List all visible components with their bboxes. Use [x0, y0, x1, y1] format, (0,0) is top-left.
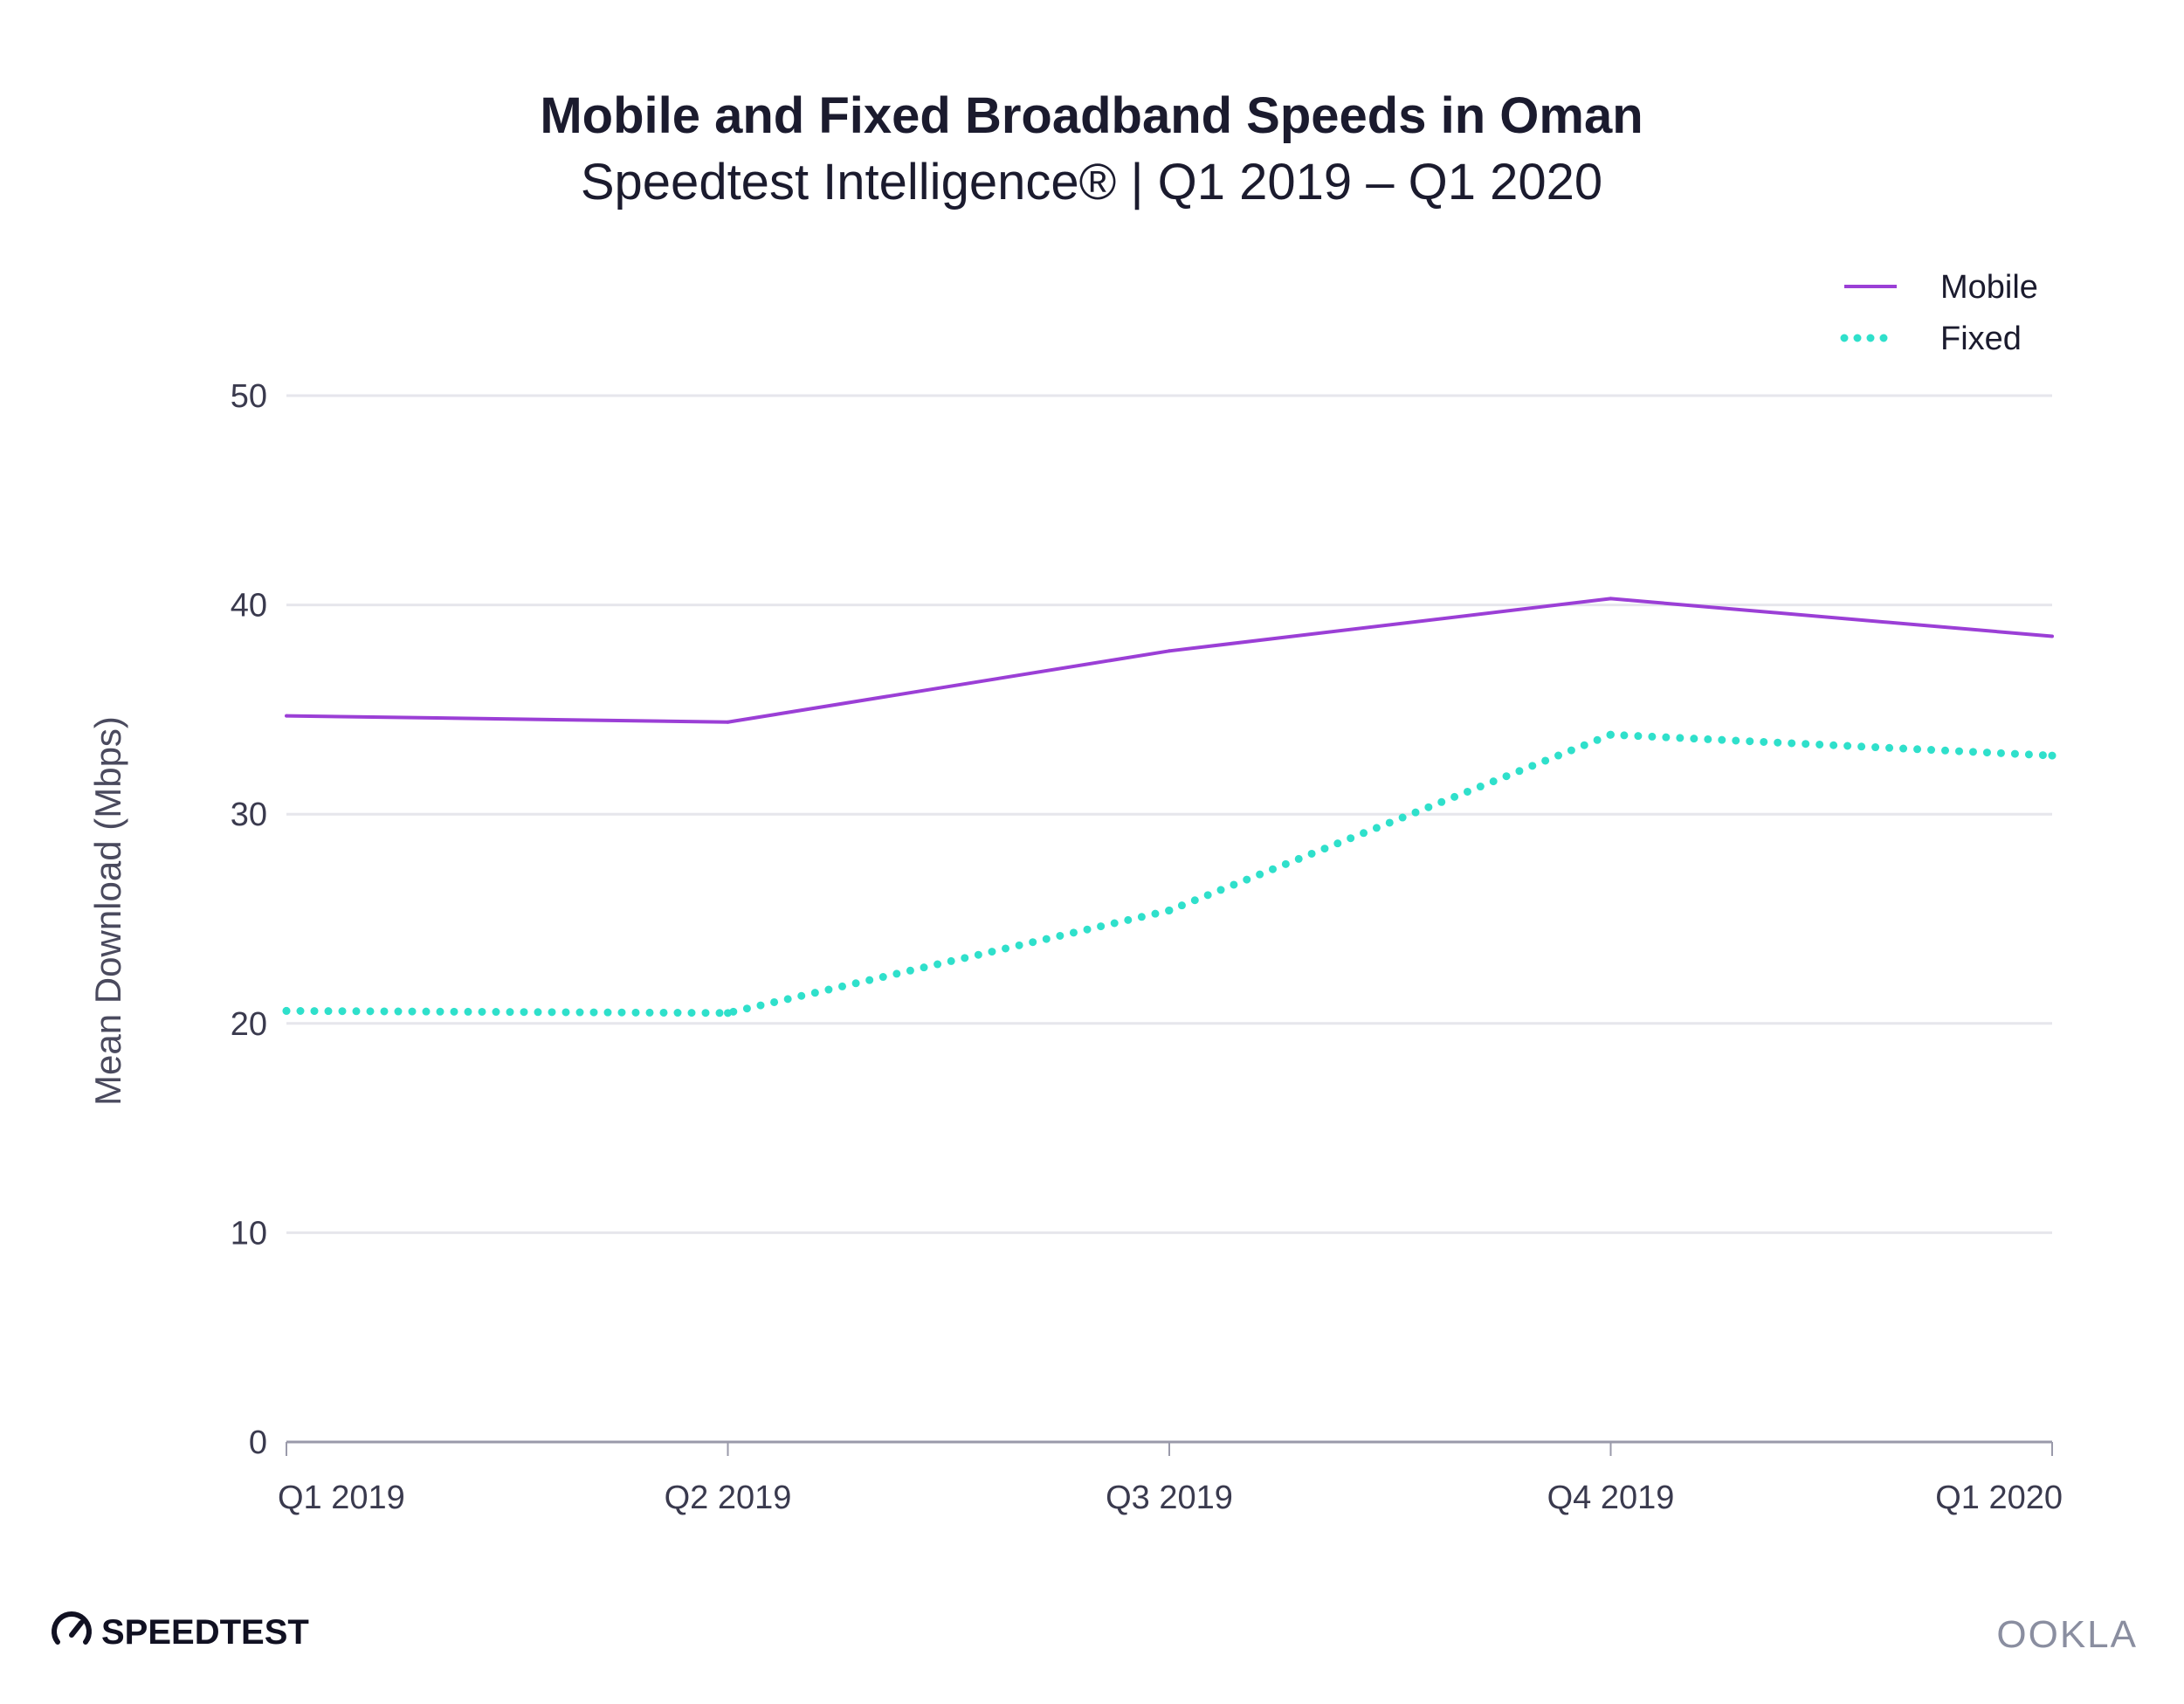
data-point-fixed: [1607, 730, 1615, 739]
legend-mobile-label: Mobile: [1940, 269, 2038, 306]
data-point-mobile: [285, 714, 288, 718]
series-lines: [282, 597, 2057, 1018]
y-tick-label: 20: [231, 1006, 267, 1043]
speedtest-wordmark: SPEEDTEST: [101, 1613, 309, 1652]
y-tick-label: 0: [249, 1425, 267, 1461]
x-tick-label: Q4 2019: [1547, 1480, 1675, 1516]
x-axis-ticks: Q1 2019 Q2 2019 Q3 2019 Q4 2019 Q1 2020: [278, 1442, 2063, 1516]
y-tick-label: 10: [231, 1215, 267, 1252]
x-tick-label: Q2 2019: [665, 1480, 792, 1516]
chart-title: Mobile and Fixed Broadband Speeds in Oma…: [540, 87, 1643, 144]
gridlines: [286, 394, 2052, 1234]
legend-fixed-label: Fixed: [1940, 321, 2022, 357]
y-axis-ticks: 0 10 20 30 40 50: [231, 378, 267, 1461]
y-tick-label: 40: [231, 588, 267, 624]
y-tick-label: 50: [231, 378, 267, 415]
data-point-mobile: [1168, 649, 1171, 653]
series-line-fixed: [282, 730, 2057, 1018]
data-point-fixed: [2048, 751, 2057, 760]
speedtest-logo: SPEEDTEST: [52, 1611, 309, 1652]
x-tick-label: Q1 2020: [1935, 1480, 2063, 1516]
data-point-fixed: [282, 1006, 291, 1015]
y-axis-label: Mean Download (Mbps): [87, 716, 128, 1106]
ookla-logo: OOKLA: [1996, 1613, 2138, 1656]
x-tick-label: Q1 2019: [278, 1480, 405, 1516]
data-point-mobile: [1609, 597, 1613, 601]
x-tick-label: Q3 2019: [1106, 1480, 1233, 1516]
data-point-fixed: [724, 1009, 732, 1018]
data-point-mobile: [2050, 634, 2054, 638]
legend: Mobile Fixed: [1840, 269, 2038, 357]
speedometer-icon: [52, 1611, 92, 1645]
chart-subtitle: Speedtest Intelligence® | Q1 2019 – Q1 2…: [581, 154, 1602, 210]
y-tick-label: 30: [231, 797, 267, 833]
series-line-mobile: [286, 597, 2053, 724]
data-point-fixed: [1165, 906, 1174, 914]
data-point-mobile: [726, 720, 730, 724]
